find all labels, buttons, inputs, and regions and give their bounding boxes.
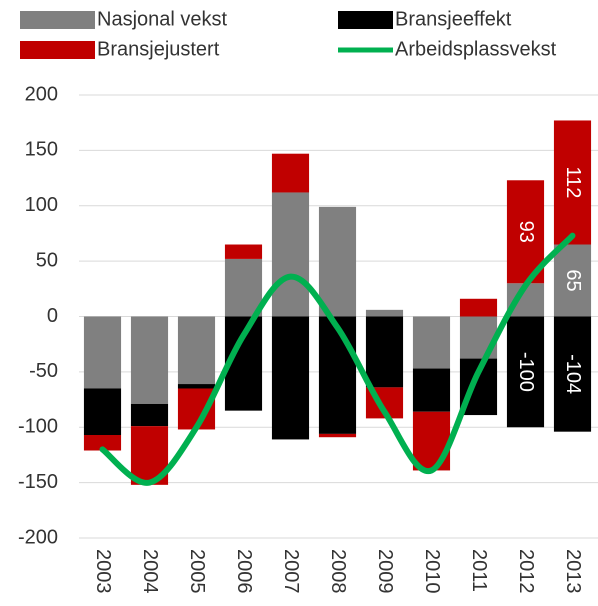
bar	[224, 244, 263, 259]
data-label: -104	[562, 354, 584, 394]
bar	[365, 309, 404, 317]
x-tick-label: 2007	[280, 549, 302, 594]
legend-label: Nasjonal vekst	[97, 8, 228, 30]
y-tick-label: -100	[18, 416, 58, 438]
bar	[412, 316, 451, 369]
x-tick-label: 2013	[562, 549, 584, 594]
bar	[130, 403, 169, 427]
data-label: 65	[562, 269, 584, 291]
data-label: -100	[515, 352, 537, 392]
bar	[177, 384, 216, 389]
bar	[553, 120, 592, 245]
y-tick-label: 200	[25, 83, 58, 105]
bar	[318, 316, 357, 434]
x-tick-label: 2009	[374, 549, 396, 594]
x-tick-label: 2011	[468, 549, 490, 592]
line	[99, 232, 576, 486]
y-tick-label: 0	[47, 305, 58, 327]
y-tick-label: -50	[29, 360, 58, 382]
legend-swatch	[338, 11, 393, 29]
legend-label: Arbeidsplassvekst	[395, 38, 557, 60]
bar	[271, 192, 310, 317]
bar	[177, 316, 216, 385]
bar	[553, 244, 592, 317]
bar	[271, 153, 310, 193]
data-label: 112	[562, 167, 584, 199]
bar	[412, 411, 451, 471]
y-tick-label: -150	[18, 471, 58, 493]
y-tick-label: -200	[18, 526, 58, 548]
bar	[506, 316, 545, 428]
data-label: 93	[515, 221, 537, 243]
bar	[318, 433, 357, 438]
bar	[412, 368, 451, 412]
bar	[224, 258, 263, 317]
bar	[271, 316, 310, 440]
bar	[130, 316, 169, 404]
legend-label: Bransjeeffekt	[395, 8, 512, 30]
legend-label: Bransjejustert	[97, 38, 220, 60]
bar	[83, 435, 122, 451]
x-tick-label: 2006	[233, 549, 255, 594]
x-tick-label: 2012	[515, 549, 537, 594]
x-tick-label: 2010	[421, 549, 443, 594]
y-tick-label: 50	[36, 249, 58, 271]
bar	[553, 316, 592, 432]
legend-swatch	[20, 41, 95, 59]
bar	[83, 316, 122, 389]
x-tick-label: 2004	[139, 549, 161, 594]
legend-swatch	[20, 11, 95, 29]
y-tick-label: 150	[25, 139, 58, 161]
bar	[318, 206, 357, 317]
x-tick-label: 2008	[327, 549, 349, 594]
bar	[83, 388, 122, 436]
bar	[459, 298, 498, 317]
x-tick-label: 2005	[186, 549, 208, 594]
x-tick-label: 2003	[92, 549, 114, 594]
bar	[365, 316, 404, 388]
y-tick-label: 100	[25, 194, 58, 216]
